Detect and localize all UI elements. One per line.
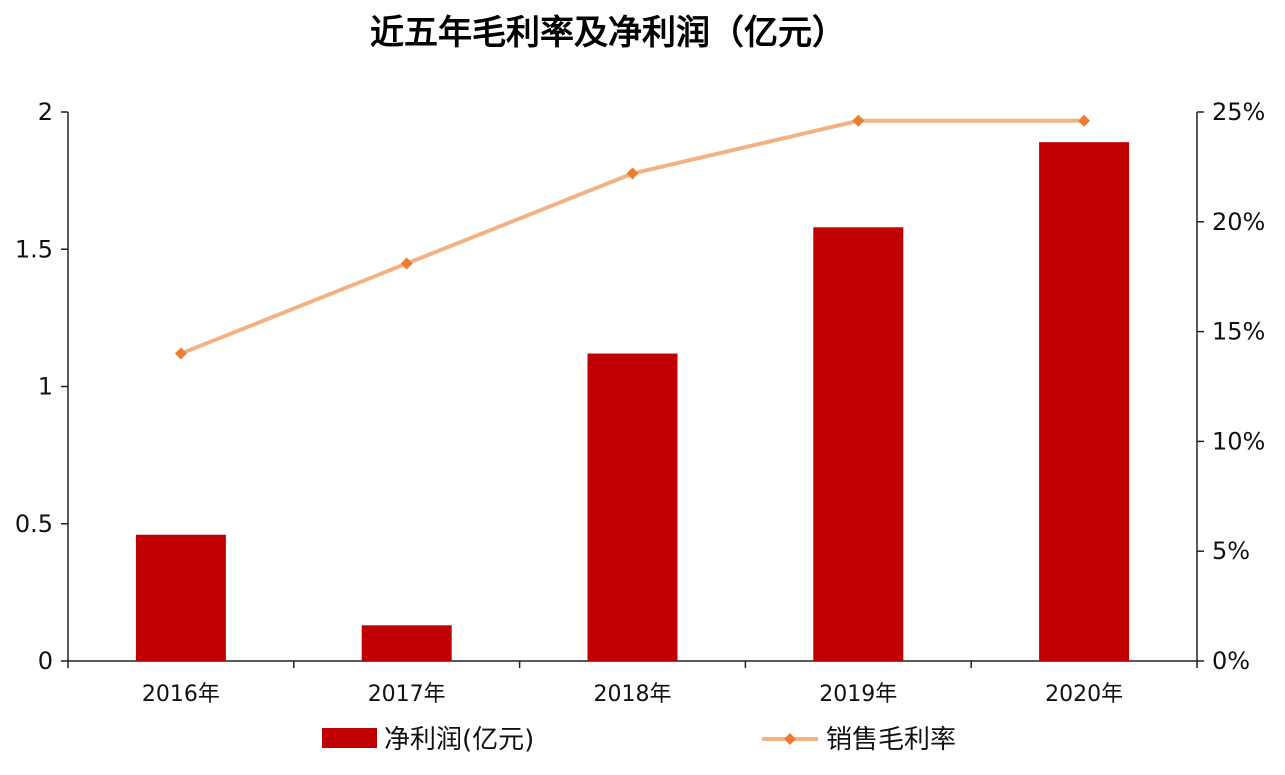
y-left-tick-label: 1 — [38, 373, 53, 401]
legend-swatch-bar — [322, 728, 377, 748]
bar-series — [135, 142, 1130, 662]
chart-title: 近五年毛利率及净利润（亿元） — [370, 13, 846, 53]
x-tick-label: 2019年 — [819, 682, 897, 707]
axes: 00.511.520%5%10%15%20%25%2016年 2017年 2018年… — [15, 98, 1266, 707]
y-left-tick-label: 0 — [38, 647, 53, 675]
line-point — [400, 257, 413, 270]
y-right-tick-label: 15% — [1212, 318, 1265, 346]
x-tick-label: 2020年 — [1045, 682, 1123, 707]
y-left-tick-label: 0.5 — [15, 510, 53, 538]
y-right-tick-label: 5% — [1212, 537, 1250, 565]
line-point — [852, 114, 865, 127]
x-tick-label: 2018年 — [594, 682, 672, 707]
bar — [361, 625, 452, 661]
bar — [813, 227, 904, 662]
legend-label-line: 销售毛利率 — [826, 725, 956, 755]
line-point — [174, 347, 187, 360]
y-right-tick-label: 20% — [1212, 208, 1265, 236]
bar — [1039, 142, 1130, 661]
y-left-tick-label: 2 — [38, 98, 53, 126]
line-point — [1078, 114, 1091, 127]
legend-label-bar: 净利润(亿元) — [384, 725, 534, 755]
line-point — [626, 167, 639, 180]
y-right-tick-label: 0% — [1212, 647, 1250, 675]
y-right-tick-label: 25% — [1212, 98, 1265, 126]
legend-marker-line — [784, 733, 796, 745]
bar — [135, 534, 226, 661]
y-right-tick-label: 10% — [1212, 427, 1265, 455]
legend: 净利润(亿元) 销售毛利率 — [322, 725, 956, 755]
x-tick-label: 2017年 — [368, 682, 446, 707]
bar — [587, 353, 678, 661]
line-path — [180, 118, 1085, 356]
y-left-tick-label: 1.5 — [15, 235, 53, 263]
line-series — [174, 114, 1091, 360]
x-tick-label: 2016年 — [142, 682, 220, 707]
